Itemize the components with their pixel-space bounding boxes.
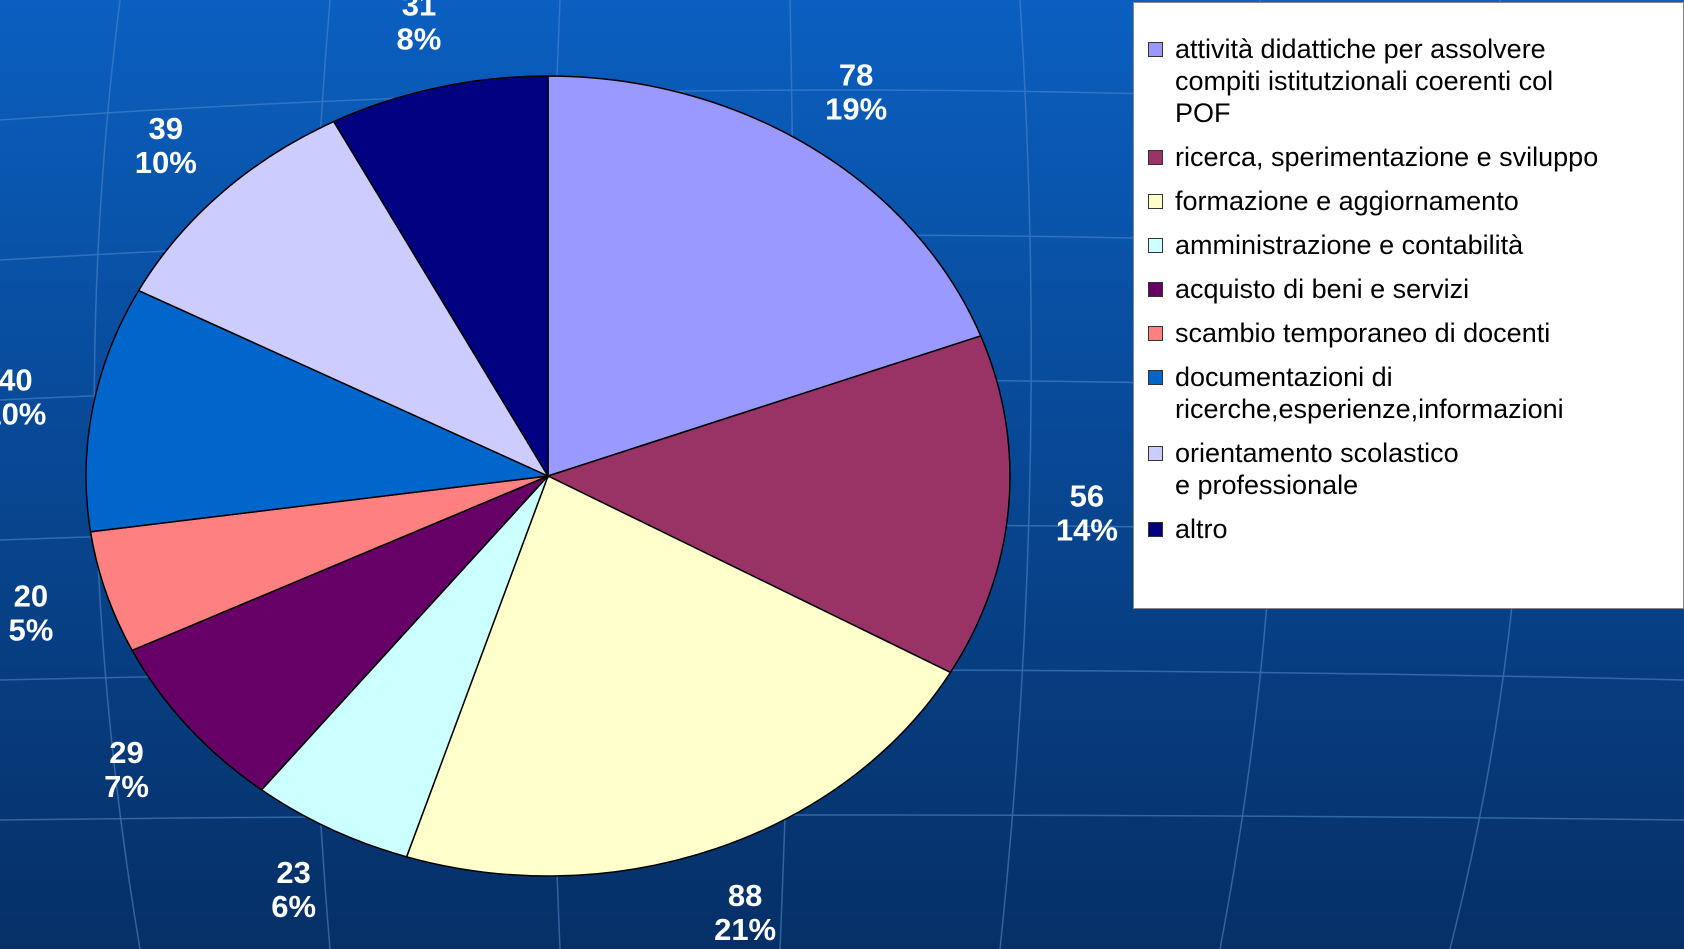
legend-swatch (1148, 522, 1163, 537)
percent-label: 10% (135, 145, 197, 180)
legend-item: attività didattiche per assolvere compit… (1148, 33, 1683, 129)
pie-slice (405, 474, 952, 877)
data-label: 29 (109, 735, 143, 770)
legend-item: altro (1148, 513, 1683, 545)
legend-item: orientamento scolastico e professionale (1148, 437, 1683, 501)
data-label: 88 (728, 878, 762, 913)
legend-label: attività didattiche per assolvere compit… (1175, 34, 1554, 128)
data-label: 56 (1070, 478, 1104, 513)
pie-slice (332, 75, 549, 479)
legend-label: acquisto di beni e servizi (1175, 274, 1470, 304)
legend-swatch (1148, 42, 1163, 57)
legend-swatch (1148, 238, 1163, 253)
data-label: 78 (839, 57, 873, 92)
legend-label: scambio temporaneo di docenti (1175, 318, 1551, 348)
data-label: 31 (402, 0, 436, 23)
percent-label: 8% (397, 22, 442, 57)
pie-slice (546, 335, 1011, 674)
pie-slice (85, 289, 551, 533)
data-label: 39 (149, 111, 183, 146)
legend-label: formazione e aggiornamento (1175, 186, 1519, 216)
legend-item: acquisto di beni e servizi (1148, 273, 1683, 305)
legend-label: amministrazione e contabilità (1175, 230, 1524, 260)
legend-swatch (1148, 446, 1163, 461)
legend-label: altro (1175, 514, 1228, 544)
pie-slice (260, 475, 549, 858)
pie-slice (131, 475, 549, 791)
legend: attività didattiche per assolvere compit… (1133, 2, 1684, 609)
legend-item: formazione e aggiornamento (1148, 185, 1683, 217)
legend-item: ricerca, sperimentazione e sviluppo (1148, 141, 1683, 173)
legend-label: orientamento scolastico e professionale (1175, 438, 1459, 500)
percent-label: 5% (8, 612, 53, 647)
pie-slice (547, 75, 982, 478)
data-label: 40 (0, 362, 33, 397)
percent-label: 10% (0, 396, 46, 431)
percent-label: 19% (825, 91, 887, 126)
legend-swatch (1148, 194, 1163, 209)
legend-item: scambio temporaneo di docenti (1148, 317, 1683, 349)
percent-label: 6% (271, 889, 316, 924)
legend-swatch (1148, 150, 1163, 165)
data-label: 20 (14, 578, 48, 613)
pie-slice (137, 120, 550, 478)
data-label: 23 (276, 855, 310, 890)
legend-swatch (1148, 326, 1163, 341)
percent-label: 7% (104, 769, 149, 804)
legend-item: amministrazione e contabilità (1148, 229, 1683, 261)
pie-slice (89, 475, 549, 652)
percent-label: 21% (714, 912, 776, 947)
percent-label: 14% (1056, 512, 1118, 547)
legend-label: ricerca, sperimentazione e sviluppo (1175, 142, 1599, 172)
legend-swatch (1148, 370, 1163, 385)
legend-label: documentazioni di ricerche,esperienze,in… (1175, 362, 1564, 424)
legend-item: documentazioni di ricerche,esperienze,in… (1148, 361, 1683, 425)
legend-swatch (1148, 282, 1163, 297)
